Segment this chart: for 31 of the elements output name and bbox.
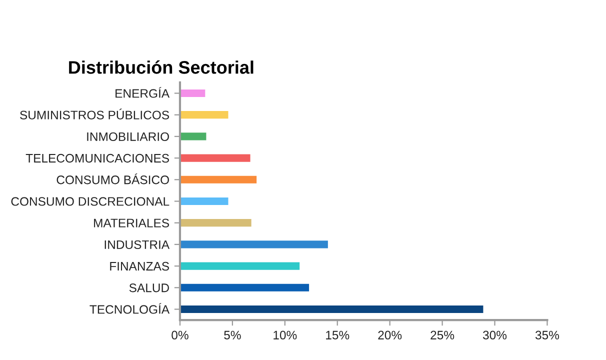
bar	[180, 154, 250, 162]
bar	[180, 284, 310, 292]
y-tick-label: SUMINISTROS PÚBLICOS	[20, 108, 170, 120]
bar	[180, 240, 328, 248]
x-tick-label: 30%	[482, 330, 507, 340]
bar	[180, 219, 252, 227]
bar	[180, 132, 206, 140]
bar	[180, 197, 228, 206]
x-tick-label: 0%	[172, 330, 188, 340]
bar	[180, 111, 228, 119]
y-tick-label: SALUD	[129, 284, 169, 292]
y-tick-label: TELECOMUNICACIONES	[26, 154, 170, 163]
y-tick-label: FINANZAS	[110, 262, 170, 271]
x-tick-label: 20%	[378, 330, 402, 340]
y-tick-label: TECNOLOGÍA	[90, 303, 170, 314]
x-tick-label: 25%	[430, 330, 454, 340]
bar	[180, 305, 484, 314]
x-tick-label: 35%	[535, 330, 560, 340]
y-tick-label: CONSUMO DISCRECIONAL	[11, 197, 170, 206]
y-tick-label: ENERGÍA	[116, 87, 170, 98]
y-tick-label: INMOBILIARIO	[87, 132, 169, 141]
x-tick-label: 15%	[326, 330, 350, 340]
bar	[180, 176, 257, 184]
chart-title: Distribución Sectorial	[69, 60, 254, 74]
bar	[180, 262, 300, 270]
bar	[180, 89, 206, 98]
x-tick-label: 5%	[224, 330, 241, 340]
x-tick-label: 10%	[274, 330, 297, 340]
y-tick-label: INDUSTRIA	[104, 240, 170, 249]
y-tick-label: MATERIALES	[94, 218, 170, 228]
y-tick-label: CONSUMO BÁSICO	[56, 173, 169, 184]
